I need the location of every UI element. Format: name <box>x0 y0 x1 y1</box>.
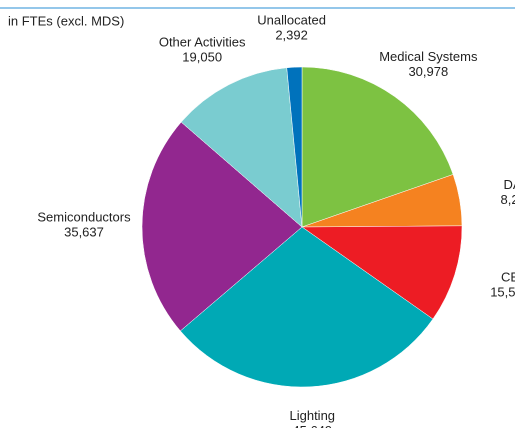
slice-value-label: 19,050 <box>182 49 222 64</box>
slice-value-label: 30,978 <box>408 64 448 79</box>
slice-label: CE <box>501 269 515 284</box>
slice-value-label: 15,537 <box>490 284 515 299</box>
slice-label: Medical Systems <box>379 49 478 64</box>
slice-label: DAP <box>503 177 515 192</box>
pie-slice <box>301 66 454 228</box>
slice-value-label: 2,392 <box>275 28 308 43</box>
pie-slice <box>180 226 434 388</box>
slice-label: Unallocated <box>257 13 326 28</box>
slice-label: Semiconductors <box>37 210 131 225</box>
slice-value-label: 8,203 <box>501 192 515 207</box>
slice-value-label: 45,649 <box>292 423 332 428</box>
pie-slice <box>141 121 303 332</box>
pie-slice <box>286 66 303 228</box>
slice-value-label: 35,637 <box>64 225 104 240</box>
chart-subtitle: in FTEs (excl. MDS) <box>8 13 124 28</box>
pie-slice <box>180 67 303 228</box>
slice-label: Other Activities <box>159 34 246 49</box>
slice-label: Lighting <box>289 408 335 423</box>
pie-slice <box>301 225 463 320</box>
